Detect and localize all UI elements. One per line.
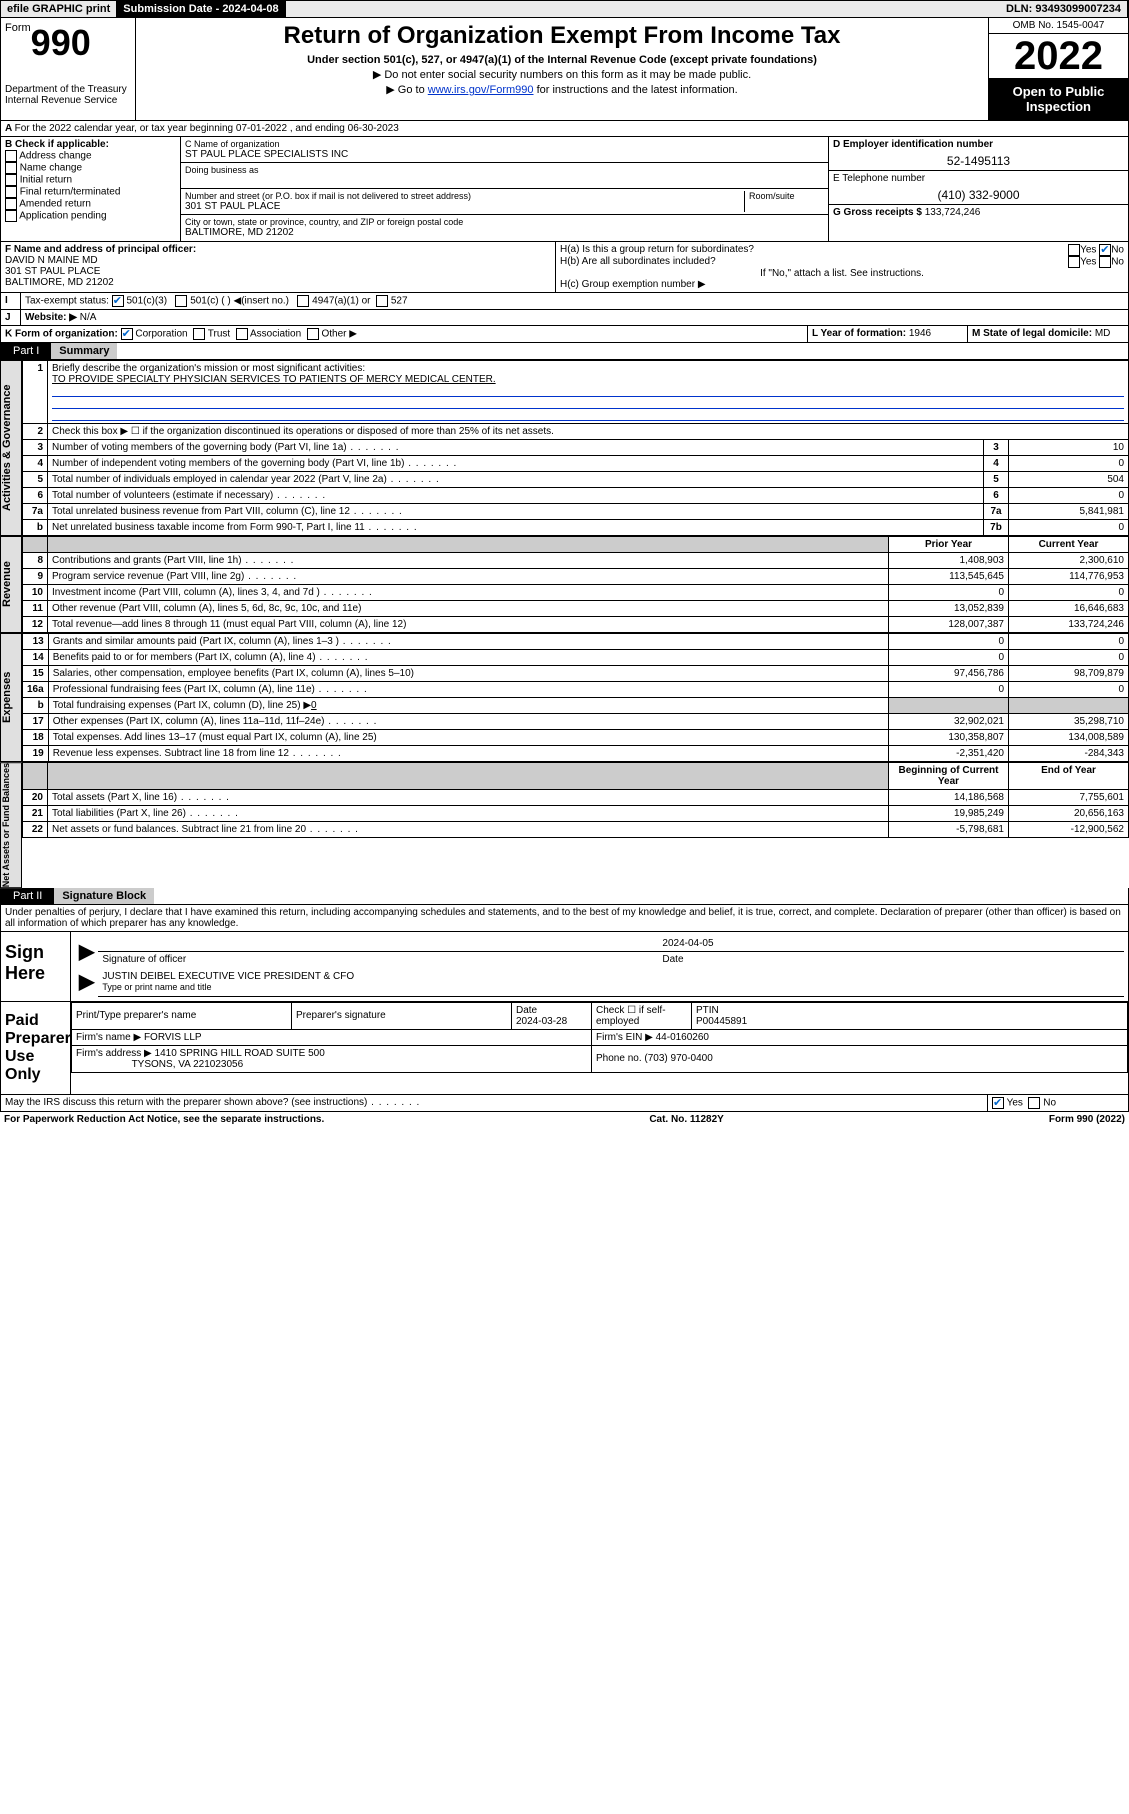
- header-right: OMB No. 1545-0047 2022 Open to Public In…: [988, 18, 1128, 120]
- form-title: Return of Organization Exempt From Incom…: [144, 22, 980, 50]
- efile-label: efile GRAPHIC print: [1, 1, 117, 17]
- part1-expenses: Expenses 13Grants and similar amounts pa…: [0, 633, 1129, 762]
- hb-yes[interactable]: [1068, 256, 1080, 268]
- firm-ein: 44-0160260: [656, 1032, 709, 1043]
- part1-governance: Activities & Governance 1 Briefly descri…: [0, 360, 1129, 536]
- ck-4947[interactable]: [297, 295, 309, 307]
- gross-receipts: 133,724,246: [925, 207, 981, 218]
- ck-corp[interactable]: [121, 328, 133, 340]
- paid-preparer-block: Paid Preparer Use Only Print/Type prepar…: [0, 1002, 1129, 1095]
- ck-501c3[interactable]: [112, 295, 124, 307]
- tax-year: 2022: [989, 34, 1128, 78]
- header-mid: Return of Organization Exempt From Incom…: [136, 18, 988, 120]
- firm-phone: (703) 970-0400: [644, 1053, 712, 1064]
- box-deg: D Employer identification number 52-1495…: [828, 137, 1128, 241]
- discuss-yes[interactable]: [992, 1097, 1004, 1109]
- ck-final-return[interactable]: Final return/terminated: [5, 186, 176, 198]
- officer-group-block: F Name and address of principal officer:…: [0, 242, 1129, 293]
- ck-527[interactable]: [376, 295, 388, 307]
- perjury-text: Under penalties of perjury, I declare th…: [0, 905, 1129, 932]
- topbar: efile GRAPHIC print Submission Date - 20…: [0, 0, 1129, 18]
- form-header: Form990 Department of the Treasury Inter…: [0, 18, 1129, 121]
- ck-amended-return[interactable]: Amended return: [5, 198, 176, 210]
- inspection-label: Open to Public Inspection: [989, 78, 1128, 120]
- submission-date: Submission Date - 2024-04-08: [117, 1, 285, 17]
- part1-revenue: Revenue Prior YearCurrent Year 8Contribu…: [0, 536, 1129, 633]
- website: N/A: [80, 312, 97, 323]
- mission-text: TO PROVIDE SPECIALTY PHYSICIAN SERVICES …: [52, 374, 1124, 385]
- firm-name: FORVIS LLP: [144, 1032, 202, 1043]
- sig-date-val: 2024-04-05: [658, 936, 1124, 952]
- discuss-no[interactable]: [1028, 1097, 1040, 1109]
- ck-trust[interactable]: [193, 328, 205, 340]
- instr-ssn: ▶ Do not enter social security numbers o…: [144, 68, 980, 81]
- discuss-row: May the IRS discuss this return with the…: [0, 1095, 1129, 1112]
- form-prefix: Form: [5, 22, 31, 34]
- form-subtitle: Under section 501(c), 527, or 4947(a)(1)…: [144, 54, 980, 66]
- footer: For Paperwork Reduction Act Notice, see …: [0, 1112, 1129, 1127]
- officer-name: JUSTIN DEIBEL EXECUTIVE VICE PRESIDENT &…: [102, 971, 1120, 982]
- ck-name-change[interactable]: Name change: [5, 162, 176, 174]
- irs-link[interactable]: www.irs.gov/Form990: [428, 84, 534, 96]
- sign-here-block: Sign Here ▶ 2024-04-05 Signature of offi…: [0, 932, 1129, 1002]
- dln: DLN: 93493099007234: [286, 1, 1128, 17]
- phone: (410) 332-9000: [833, 188, 1124, 202]
- org-city: BALTIMORE, MD 21202: [185, 227, 824, 238]
- period-text: A For the 2022 calendar year, or tax yea…: [1, 121, 1128, 136]
- dept-label: Department of the Treasury: [5, 84, 131, 95]
- row-j: J Website: ▶ N/A: [0, 310, 1129, 326]
- ha-yes[interactable]: [1068, 244, 1080, 256]
- ptin: P00445891: [696, 1016, 747, 1027]
- box-b: B Check if applicable: Address change Na…: [1, 137, 181, 241]
- part1-netassets: Net Assets or Fund Balances Beginning of…: [0, 762, 1129, 888]
- ck-assoc[interactable]: [236, 328, 248, 340]
- part1-header: Part ISummary: [0, 343, 1129, 360]
- box-c: C Name of organization ST PAUL PLACE SPE…: [181, 137, 828, 241]
- ck-other[interactable]: [307, 328, 319, 340]
- period-row: A For the 2022 calendar year, or tax yea…: [0, 121, 1129, 137]
- ck-application-pending[interactable]: Application pending: [5, 210, 176, 222]
- org-info-block: B Check if applicable: Address change Na…: [0, 137, 1129, 242]
- instr-goto: ▶ Go to www.irs.gov/Form990 for instruct…: [144, 83, 980, 96]
- line3-val: 10: [1009, 440, 1129, 456]
- ha-no[interactable]: [1099, 244, 1111, 256]
- form-number: 990: [31, 22, 91, 63]
- row-i: I Tax-exempt status: 501(c)(3) 501(c) ( …: [0, 293, 1129, 310]
- part2-header: Part IISignature Block: [0, 888, 1129, 905]
- org-name: ST PAUL PLACE SPECIALISTS INC: [185, 149, 824, 160]
- ck-address-change[interactable]: Address change: [5, 150, 176, 162]
- irs-label: Internal Revenue Service: [5, 95, 131, 106]
- ck-initial-return[interactable]: Initial return: [5, 174, 176, 186]
- ck-501c[interactable]: [175, 295, 187, 307]
- hb-no[interactable]: [1099, 256, 1111, 268]
- ein: 52-1495113: [833, 154, 1124, 168]
- header-left: Form990 Department of the Treasury Inter…: [1, 18, 136, 120]
- org-street: 301 ST PAUL PLACE: [185, 201, 744, 212]
- row-klm: K Form of organization: Corporation Trus…: [0, 326, 1129, 343]
- omb-number: OMB No. 1545-0047: [989, 18, 1128, 34]
